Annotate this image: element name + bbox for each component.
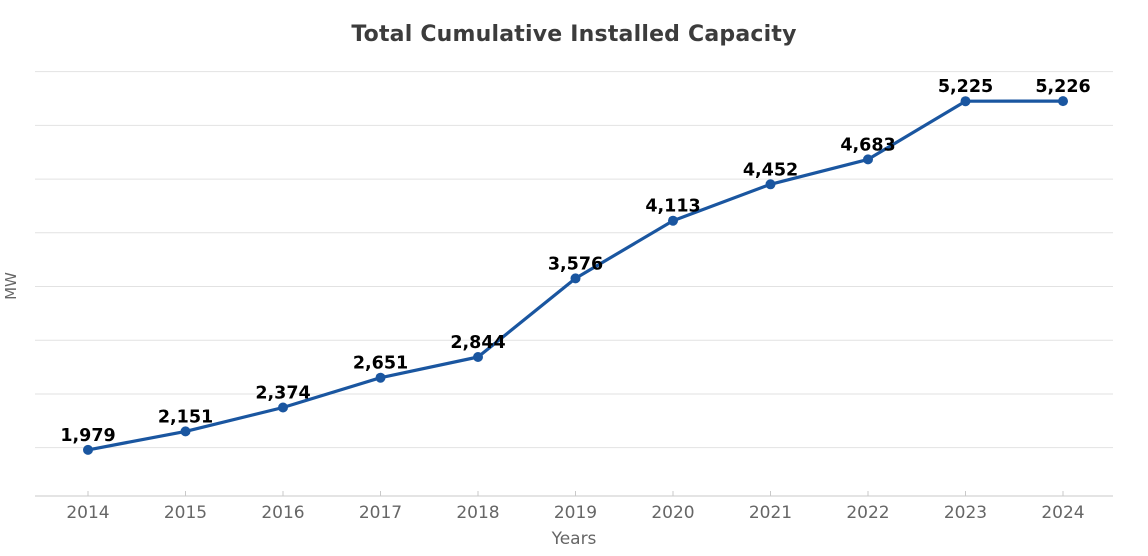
data-point-2014	[83, 444, 93, 455]
data-point-2020	[668, 215, 678, 226]
data-point-2021	[765, 179, 776, 190]
data-label-2017: 2,651	[353, 354, 408, 374]
x-tick-label: 2014	[66, 503, 109, 523]
x-tick-label: 2018	[456, 503, 499, 523]
data-point-2023	[960, 96, 971, 107]
data-point-2017	[375, 372, 386, 383]
chart-title: Total Cumulative Installed Capacity	[351, 22, 797, 47]
data-point-2016	[278, 402, 288, 413]
data-label-2019: 3,576	[548, 254, 603, 274]
x-tick-label: 2024	[1041, 503, 1084, 523]
x-tick-label: 2022	[846, 503, 889, 523]
data-label-2024: 5,226	[1035, 77, 1090, 97]
data-label-2014: 1,979	[60, 426, 115, 446]
data-label-2022: 4,683	[840, 135, 895, 155]
x-tick-label: 2019	[554, 503, 597, 523]
data-label-2023: 5,225	[938, 77, 993, 97]
data-label-2015: 2,151	[158, 407, 213, 427]
data-label-2021: 4,452	[743, 160, 798, 180]
x-tick-label: 2020	[651, 503, 694, 523]
data-point-2022	[863, 154, 873, 165]
data-point-2018	[473, 352, 483, 362]
data-label-2016: 2,374	[255, 384, 310, 404]
x-tick-label: 2017	[359, 503, 402, 523]
data-point-2019	[570, 273, 581, 284]
data-label-2020: 4,113	[645, 197, 700, 217]
x-tick-label: 2023	[944, 503, 987, 523]
x-tick-label: 2015	[164, 503, 207, 523]
data-point-2015	[180, 426, 191, 437]
x-tick-label: 2016	[261, 503, 304, 523]
data-point-2024	[1058, 96, 1068, 107]
y-axis-label: MW	[2, 272, 20, 300]
x-tick-label: 2021	[749, 503, 792, 523]
x-axis-label: Years	[551, 529, 597, 549]
data-label-2018: 2,844	[450, 333, 505, 353]
